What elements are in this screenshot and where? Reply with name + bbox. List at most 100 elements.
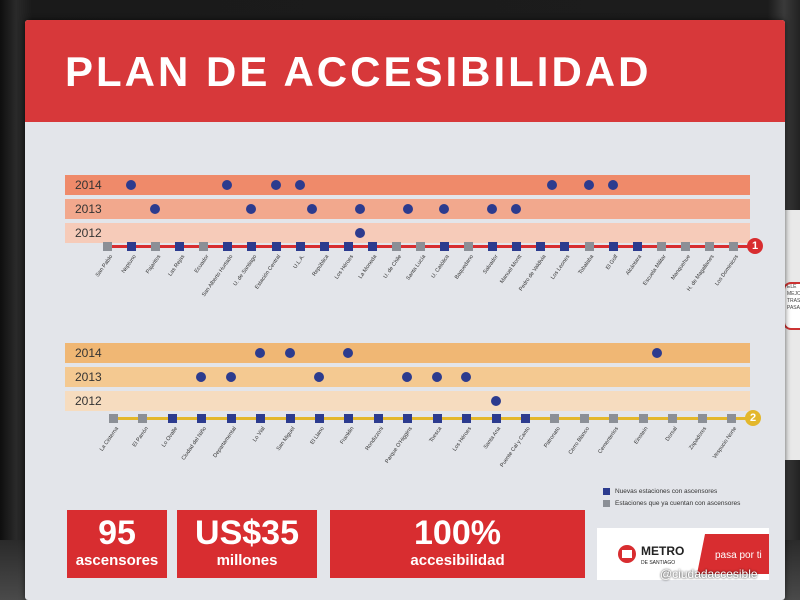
station-name: Departamental	[212, 426, 238, 459]
station-name: Los Leones	[550, 254, 572, 281]
existing-station-icon	[416, 242, 425, 251]
elevator-dot	[270, 180, 281, 190]
station-name: San Miguel	[275, 426, 297, 452]
logo-name: METRO	[641, 544, 684, 558]
station-name: Estación Central	[254, 254, 283, 291]
stat-value: 100%	[414, 514, 501, 552]
elevator-dot	[354, 228, 365, 238]
existing-station-icon	[638, 414, 648, 423]
elevator-dot	[294, 180, 305, 190]
existing-station-icon	[199, 242, 209, 251]
stat-box: 100% accesibilidad	[330, 510, 585, 578]
existing-station-icon	[656, 242, 666, 251]
year-label: 2012	[75, 394, 102, 408]
station-name: Manquehue	[670, 254, 692, 282]
year-label: 2013	[75, 202, 102, 216]
elevator-dot	[255, 348, 266, 358]
stat-box: 95 ascensores	[67, 510, 167, 578]
existing-station-icon	[391, 242, 401, 251]
new-station-icon	[608, 242, 618, 251]
station-name: Ecuador	[193, 254, 211, 275]
station-name: Lo Vial	[252, 426, 268, 444]
existing-station-icon	[138, 414, 148, 423]
elevator-dot	[402, 372, 413, 382]
legend-item: Estaciones que ya cuentan con ascensores	[603, 497, 740, 509]
elevator-dot	[490, 396, 501, 406]
existing-station-icon	[704, 242, 714, 251]
new-station-icon	[175, 242, 185, 251]
elevator-dot	[225, 372, 236, 382]
station-name: Alcántara	[625, 254, 644, 277]
station-name: Tobalaba	[577, 254, 596, 276]
year-label: 2013	[75, 370, 102, 384]
existing-station-icon	[680, 242, 690, 251]
station-name: La Moneda	[358, 254, 379, 280]
wheelchair-icon	[603, 487, 610, 495]
legend-item: Nuevas estaciones con ascensores	[603, 485, 740, 497]
new-station-icon	[315, 414, 324, 423]
station-name: San Pablo	[94, 254, 114, 279]
year-row: 2014	[65, 343, 750, 363]
legend-label: Estaciones que ya cuentan con ascensores	[615, 499, 741, 507]
stat-box: US$35 millones	[177, 510, 317, 578]
station-name: U.L.A.	[292, 254, 307, 270]
stat-label: accesibilidad	[410, 552, 505, 569]
elevator-dot	[511, 204, 522, 214]
stat-label: ascensores	[75, 552, 159, 569]
existing-station-icon	[109, 414, 118, 423]
existing-station-icon	[103, 242, 112, 251]
station-name: Cementerios	[597, 426, 621, 455]
new-station-icon	[491, 414, 501, 423]
existing-station-icon	[151, 242, 161, 251]
station-name: Los Héroes	[452, 426, 474, 453]
line-track	[107, 245, 753, 248]
new-station-icon	[488, 242, 498, 251]
new-station-icon	[367, 242, 377, 251]
station-name: Lo Ovalle	[160, 426, 179, 449]
new-station-icon	[512, 242, 522, 251]
elevator-dot	[402, 204, 413, 214]
metro-logo-graphic: METRO DE SANTIAGO pasa por ti	[618, 534, 769, 574]
logo-tagline: pasa por ti	[715, 550, 762, 561]
station-name: Pajaritos	[144, 254, 163, 275]
station-name: Baquedano	[454, 254, 476, 281]
existing-station-icon	[584, 242, 594, 251]
new-station-icon	[343, 242, 353, 251]
station-name: La Cisterna	[98, 426, 120, 453]
new-station-icon	[285, 414, 295, 423]
existing-station-icon	[609, 414, 619, 423]
year-row: 2012	[65, 223, 750, 243]
station-name: Cerro Blanco	[567, 426, 591, 456]
elevator-dot	[246, 204, 257, 214]
new-station-icon	[440, 242, 450, 251]
line-number-badge: 2	[745, 410, 761, 426]
watermark: @ciudadaccesible	[660, 567, 758, 581]
station-name: Zapadores	[688, 426, 709, 451]
station-name: Rondizzoni	[364, 426, 385, 452]
elevator-dot	[583, 180, 594, 190]
station-name: U. de Santiago	[232, 254, 259, 288]
station-name: Salvador	[481, 254, 500, 276]
station-name: República	[311, 254, 331, 278]
existing-station-icon	[668, 414, 678, 423]
elevator-dot	[196, 372, 207, 382]
new-station-icon	[127, 242, 137, 251]
station-name: Vespucio Norte	[711, 426, 738, 461]
elevator-dot	[461, 372, 472, 382]
station-name: Santa Lucía	[405, 254, 427, 282]
year-label: 2014	[75, 346, 102, 360]
stat-value: US$35	[195, 514, 299, 552]
station-name: Franklin	[339, 426, 356, 446]
year-row: 2014	[65, 175, 750, 195]
station-name: Escuela Militar	[642, 254, 668, 287]
new-station-icon	[432, 414, 442, 423]
poster-board: PLAN DE ACCESIBILIDAD 2014 2013 2012 San Pa…	[25, 20, 785, 600]
station-name: U. Católica	[430, 254, 451, 280]
stat-value: 95	[98, 514, 136, 552]
year-row: 2012	[65, 391, 750, 411]
elevator-dot	[222, 180, 233, 190]
new-station-icon	[295, 242, 305, 251]
elevator-dot	[439, 204, 450, 214]
poster-title: PLAN DE ACCESIBILIDAD	[65, 48, 652, 95]
new-station-icon	[373, 414, 383, 423]
